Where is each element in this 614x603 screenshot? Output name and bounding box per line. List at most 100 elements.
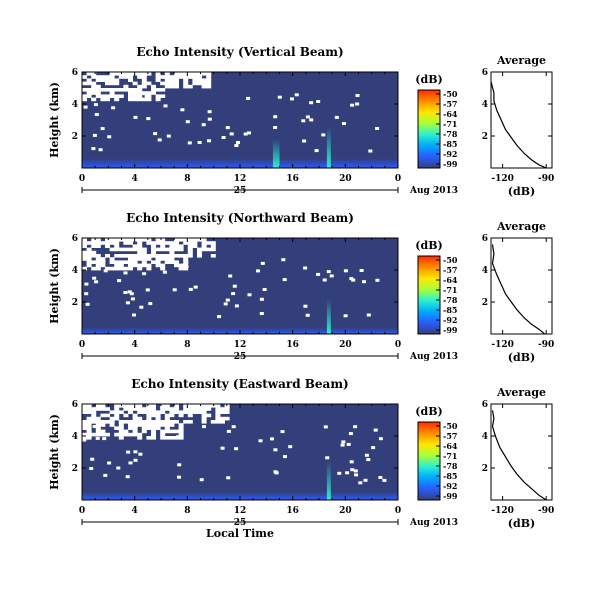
no-data-cell: [105, 244, 110, 248]
no-data-cell: [141, 420, 147, 424]
no-data-cell: [123, 238, 129, 242]
colorbar-tick-label: -92: [443, 315, 457, 325]
no-data-cell: [91, 91, 97, 95]
no-data-cell: [100, 429, 106, 434]
no-data-cell: [169, 247, 175, 252]
no-data-speck: [349, 460, 354, 464]
colorbar: [417, 89, 441, 169]
no-data-cell: [132, 263, 138, 268]
no-data-cell: [123, 266, 129, 271]
no-data-speck: [273, 126, 278, 129]
date-label: Aug 2013: [409, 186, 458, 196]
no-data-cell: [114, 410, 120, 414]
no-data-cell: [197, 410, 202, 414]
no-data-cell: [141, 257, 147, 261]
no-data-cell: [128, 88, 133, 92]
no-data-speck: [231, 425, 236, 429]
no-data-cell: [192, 75, 198, 79]
no-data-cell: [192, 241, 198, 245]
no-data-cell: [183, 410, 189, 414]
no-data-speck: [246, 96, 251, 100]
no-data-cell: [187, 75, 193, 79]
no-data-speck: [334, 115, 339, 119]
no-data-speck: [100, 127, 105, 131]
no-data-speck: [107, 135, 112, 139]
colorbar-tick-label: -57: [443, 99, 457, 109]
no-data-cell: [137, 238, 143, 242]
no-data-cell: [118, 266, 124, 271]
profile-x-label: (dB): [508, 185, 535, 198]
no-data-cell: [141, 410, 147, 414]
no-data-cell: [201, 416, 207, 421]
profile-y-tick-label: 2: [482, 298, 488, 308]
x-axis-label: Local Time: [206, 527, 274, 540]
no-data-cell: [146, 436, 152, 440]
colorbar-tick-label: -99: [443, 491, 458, 501]
no-data-cell: [137, 436, 143, 440]
colorbar-label: (dB): [415, 405, 442, 418]
no-data-speck: [184, 260, 189, 264]
no-data-cell: [82, 241, 87, 245]
y-tick-label: 6: [72, 400, 78, 410]
no-data-speck: [85, 302, 90, 306]
no-data-cell: [201, 84, 207, 89]
no-data-cell: [178, 254, 184, 258]
no-data-cell: [155, 75, 161, 79]
no-data-cell: [183, 84, 189, 89]
no-data-cell: [114, 432, 120, 437]
no-data-cell: [100, 88, 106, 92]
no-data-cell: [160, 241, 166, 245]
heatmap-background: [82, 72, 398, 168]
no-data-cell: [224, 410, 230, 414]
no-data-cell: [164, 407, 170, 411]
no-data-speck: [145, 288, 150, 292]
no-data-speck: [354, 473, 359, 477]
no-data-speck: [355, 102, 360, 106]
no-data-cell: [160, 432, 166, 437]
no-data-cell: [210, 244, 216, 248]
no-data-cell: [82, 410, 87, 414]
no-data-cell: [114, 88, 120, 92]
profile-y-tick-label: 6: [482, 400, 488, 410]
no-data-speck: [132, 313, 136, 317]
no-data-cell: [206, 404, 212, 408]
no-data-cell: [174, 238, 179, 242]
no-data-cell: [164, 429, 170, 434]
no-data-cell: [174, 263, 179, 268]
no-data-cell: [95, 260, 101, 264]
no-data-cell: [164, 416, 170, 421]
no-data-cell: [86, 260, 92, 264]
no-data-cell: [151, 420, 156, 424]
no-data-cell: [160, 423, 166, 427]
no-data-speck: [197, 141, 202, 144]
y-tick-label: 2: [72, 132, 78, 142]
no-data-cell: [128, 72, 133, 76]
panel-title: Echo Intensity (Vertical Beam): [136, 45, 343, 59]
no-data-cell: [197, 247, 202, 252]
no-data-cell: [151, 88, 156, 92]
no-data-cell: [82, 257, 87, 261]
no-data-cell: [114, 263, 120, 268]
no-data-cell: [132, 413, 138, 418]
no-data-cell: [95, 423, 101, 427]
no-data-cell: [118, 436, 124, 440]
no-data-cell: [151, 247, 156, 252]
no-data-speck: [157, 138, 162, 142]
no-data-cell: [82, 404, 87, 408]
panel-2: Echo Intensity (Northward Beam)0 4 8 12 16 20…: [48, 211, 554, 364]
no-data-cell: [137, 244, 143, 248]
colorbar-tick-label: -71: [443, 119, 457, 129]
profile-y-tick-label: 2: [482, 464, 488, 474]
no-data-cell: [95, 263, 101, 268]
no-data-speck: [341, 440, 346, 444]
no-data-cell: [206, 78, 212, 82]
no-data-cell: [114, 413, 120, 418]
no-data-cell: [141, 260, 147, 264]
no-data-cell: [114, 97, 120, 102]
no-data-cell: [128, 254, 133, 258]
no-data-cell: [174, 260, 179, 264]
no-data-cell: [206, 413, 212, 418]
no-data-speck: [193, 285, 198, 289]
no-data-cell: [114, 94, 120, 98]
no-data-cell: [105, 97, 110, 102]
